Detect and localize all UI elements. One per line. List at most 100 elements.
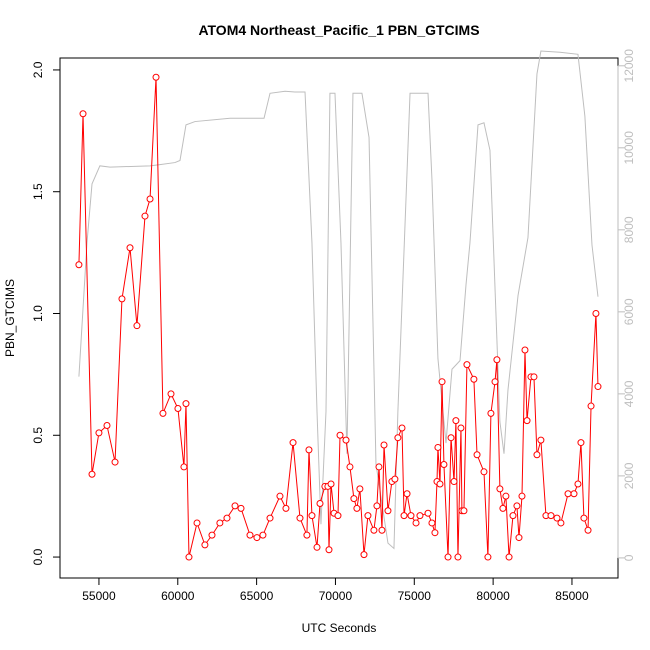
x-tick-label: 75000 (398, 589, 432, 603)
point (431, 529, 439, 537)
point (296, 514, 304, 522)
point (533, 451, 541, 459)
point (289, 439, 297, 447)
point (496, 485, 504, 493)
point (303, 531, 311, 539)
point (350, 495, 358, 503)
point (380, 441, 388, 449)
point (276, 492, 284, 500)
point (201, 541, 209, 549)
point (259, 531, 267, 539)
y-axis-label: PBN_GTCIMS (3, 279, 17, 357)
y-tick-label: 2.0 (31, 61, 45, 78)
point (356, 485, 364, 493)
point (313, 543, 321, 551)
point (537, 436, 545, 444)
point (208, 531, 216, 539)
point (438, 378, 446, 386)
point (584, 526, 592, 534)
point (370, 526, 378, 534)
point (167, 390, 175, 398)
point (79, 110, 87, 118)
point (342, 436, 350, 444)
point (444, 553, 452, 561)
y2-tick-label: 12000 (622, 49, 636, 83)
point (378, 526, 386, 534)
point (454, 553, 462, 561)
point (282, 504, 290, 512)
y2-tick-label: 2000 (622, 462, 636, 489)
point (391, 475, 399, 483)
point (403, 490, 411, 498)
point (407, 512, 415, 520)
point (547, 512, 555, 520)
point (463, 361, 471, 369)
y2-tick-label: 0 (622, 554, 636, 561)
point (174, 404, 182, 412)
point (416, 512, 424, 520)
point (398, 424, 406, 432)
point (499, 504, 507, 512)
point (574, 480, 582, 488)
point (557, 519, 565, 527)
point (412, 519, 420, 527)
point (502, 492, 510, 500)
point (493, 356, 501, 364)
point (434, 443, 442, 451)
point (180, 463, 188, 471)
point (553, 514, 561, 522)
point (518, 492, 526, 500)
point (308, 512, 316, 520)
point (594, 383, 602, 391)
point (305, 446, 313, 454)
point (384, 507, 392, 515)
point (88, 470, 96, 478)
y2-tick-label: 4000 (622, 380, 636, 407)
point (75, 261, 83, 269)
point (580, 514, 588, 522)
point (360, 551, 368, 559)
y2-tick-label: 8000 (622, 216, 636, 243)
point (327, 480, 335, 488)
x-tick-label: 80000 (476, 589, 510, 603)
chart-title: ATOM4 Northeast_Pacific_1 PBN_GTCIMS (198, 22, 479, 38)
point (193, 519, 201, 527)
point (564, 490, 572, 498)
point (452, 417, 460, 425)
point (530, 373, 538, 381)
point (111, 458, 119, 466)
point (450, 478, 458, 486)
point (216, 519, 224, 527)
point (223, 514, 231, 522)
point (364, 512, 372, 520)
point (447, 434, 455, 442)
point (570, 490, 578, 498)
point (126, 244, 134, 252)
point (473, 451, 481, 459)
x-tick-label: 65000 (240, 589, 274, 603)
point (592, 309, 600, 317)
x-tick-label: 60000 (161, 589, 195, 603)
point (334, 512, 342, 520)
x-tick-label: 85000 (555, 589, 589, 603)
point (505, 553, 513, 561)
y2-tick-label: 6000 (622, 298, 636, 325)
point (266, 514, 274, 522)
point (394, 434, 402, 442)
point (440, 461, 448, 469)
point (95, 429, 103, 437)
point (182, 400, 190, 408)
point (325, 546, 333, 554)
point (523, 417, 531, 425)
point (457, 424, 465, 432)
point (103, 422, 111, 430)
point (253, 534, 261, 542)
point (133, 322, 141, 330)
point (118, 295, 126, 303)
series-line (78, 50, 599, 550)
point (237, 504, 245, 512)
point (587, 402, 595, 410)
point (373, 502, 381, 510)
